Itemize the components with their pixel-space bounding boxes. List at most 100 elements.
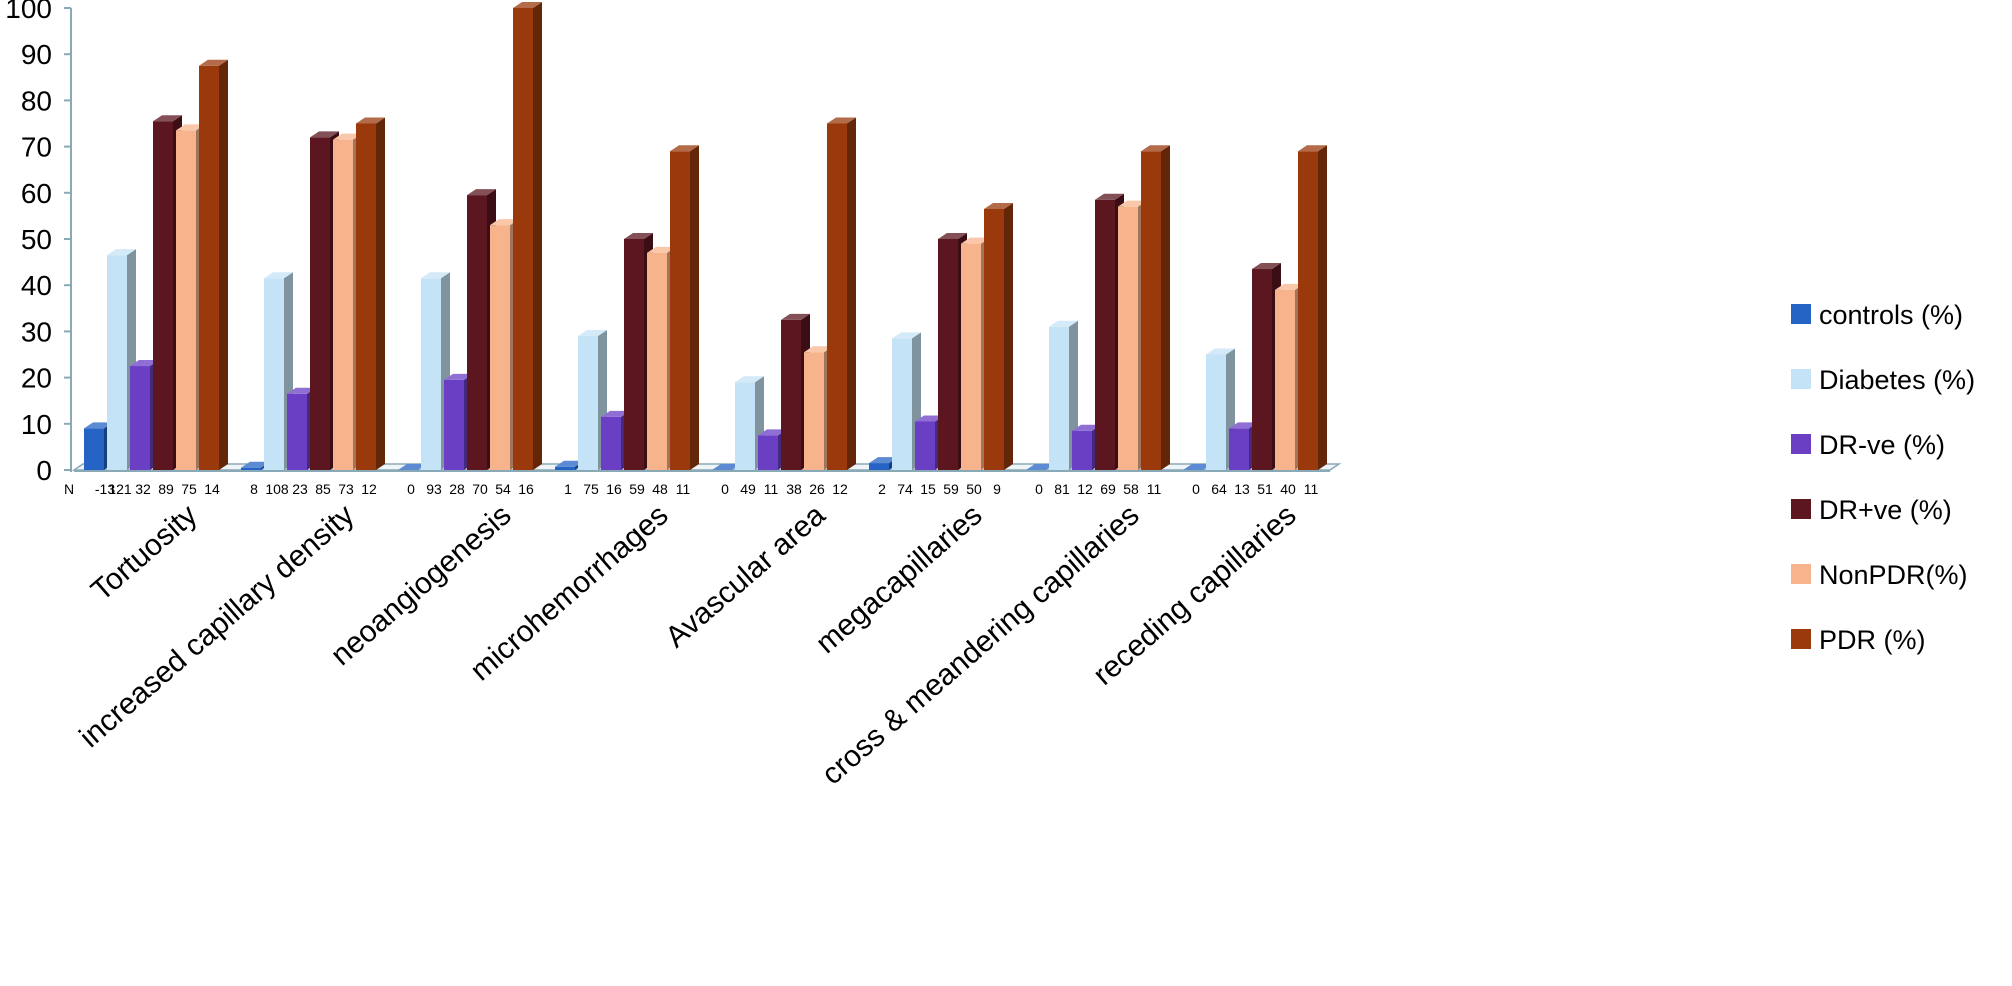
- bar-top: [130, 360, 159, 367]
- bar: [1141, 145, 1170, 470]
- bar-front: [467, 195, 487, 471]
- bar-front: [199, 65, 219, 470]
- legend: controls (%) Diabetes (%) DR-ve (%) DR+ve (…: [1791, 300, 1975, 655]
- bar-top: [1275, 283, 1304, 290]
- bar-top: [712, 464, 741, 470]
- bar: [513, 2, 542, 470]
- bar-front: [1229, 428, 1249, 470]
- bar-front: [1252, 269, 1272, 470]
- bar-front: [513, 8, 533, 470]
- bar-top: [601, 410, 630, 417]
- bar: [1183, 464, 1212, 470]
- x-category-label: megacapillaries: [810, 498, 989, 660]
- bar-front: [670, 151, 690, 470]
- n-count-label: 28: [449, 481, 465, 497]
- bar-front: [804, 352, 824, 470]
- bar-side: [376, 117, 385, 470]
- y-tick-label: 50: [21, 224, 52, 255]
- n-count-label: 32: [135, 481, 151, 497]
- bar-side: [690, 145, 699, 470]
- y-tick-label: 80: [21, 85, 52, 116]
- bar-side: [1004, 202, 1013, 470]
- bar: [1298, 145, 1327, 470]
- bar-front: [84, 428, 104, 470]
- bar-front: [333, 139, 353, 471]
- bar-front: [869, 463, 889, 470]
- bar-front: [892, 338, 912, 470]
- bar-front: [578, 336, 598, 470]
- n-count-label: 59: [943, 481, 959, 497]
- bar: [107, 249, 136, 470]
- legend-swatch: [1791, 434, 1811, 454]
- bar-front: [984, 208, 1004, 470]
- bar-top: [1298, 145, 1327, 152]
- legend-swatch: [1791, 499, 1811, 519]
- legend-label: DR-ve (%): [1819, 430, 1945, 460]
- x-category-label: increased capillary density: [73, 498, 360, 754]
- n-count-label: 16: [606, 481, 622, 497]
- bar-front: [153, 121, 173, 470]
- bar-front: [310, 137, 330, 471]
- bar-front: [1206, 354, 1226, 470]
- bars: [84, 2, 1327, 471]
- bar-front: [1095, 199, 1115, 471]
- legend-swatch: [1791, 304, 1811, 324]
- n-count-label: 93: [426, 481, 442, 497]
- bar-top: [490, 219, 519, 226]
- x-category-label: cross & meandering capillaries: [816, 498, 1146, 791]
- legend-label: Diabetes (%): [1819, 365, 1975, 395]
- n-count-label: 11: [764, 481, 779, 497]
- legend-label: DR+ve (%): [1819, 495, 1952, 525]
- bar-front: [356, 123, 376, 470]
- n-count-label: 0: [1192, 481, 1200, 497]
- n-count-label: 11: [1147, 481, 1162, 497]
- bar-top: [647, 246, 676, 253]
- n-count-label: 0: [721, 481, 729, 497]
- bar: [670, 145, 699, 470]
- bar-top: [310, 131, 339, 138]
- n-count-label: 0: [407, 481, 415, 497]
- bar: [356, 117, 385, 470]
- legend-swatch: [1791, 629, 1811, 649]
- bar-front: [601, 416, 621, 470]
- bar-front: [915, 421, 935, 470]
- bar-front: [938, 239, 958, 470]
- bar-top: [1206, 348, 1235, 355]
- bar-front: [241, 467, 261, 470]
- bar-top: [421, 272, 450, 279]
- bar-top: [961, 237, 990, 244]
- n-count-label: 14: [204, 481, 220, 497]
- n-count-label: 50: [966, 481, 982, 497]
- bar-top: [107, 249, 136, 256]
- bar-top: [555, 460, 584, 467]
- legend-swatch: [1791, 369, 1811, 389]
- bar-top: [869, 457, 898, 464]
- n-count-label: 11: [676, 481, 691, 497]
- bar-top: [513, 2, 542, 8]
- bar-top: [1026, 464, 1055, 470]
- bar-front: [130, 366, 150, 470]
- bar: [984, 202, 1013, 470]
- n-count-label: 9: [993, 481, 1001, 497]
- n-count-label: 69: [1100, 481, 1116, 497]
- bar-front: [1118, 206, 1138, 470]
- bar-top: [84, 422, 113, 429]
- n-count-label: 73: [338, 481, 354, 497]
- y-axis: 0 10 20 30 40 50 60 70 80 90 100: [5, 0, 72, 486]
- bar-top: [241, 461, 270, 468]
- n-count-label: 85: [315, 481, 331, 497]
- bar-top: [758, 429, 787, 436]
- y-tick-label: 40: [21, 270, 52, 301]
- bar-front: [490, 225, 510, 470]
- n-count-label: 89: [158, 481, 174, 497]
- y-tick-label: 60: [21, 178, 52, 209]
- bar-front: [961, 243, 981, 470]
- bar-top: [356, 117, 385, 124]
- bar-top: [1229, 422, 1258, 429]
- bar-top: [398, 464, 427, 470]
- bar-top: [1183, 464, 1212, 470]
- bar-front: [781, 319, 801, 470]
- bar-front: [176, 130, 196, 470]
- legend-label: NonPDR(%): [1819, 560, 1968, 590]
